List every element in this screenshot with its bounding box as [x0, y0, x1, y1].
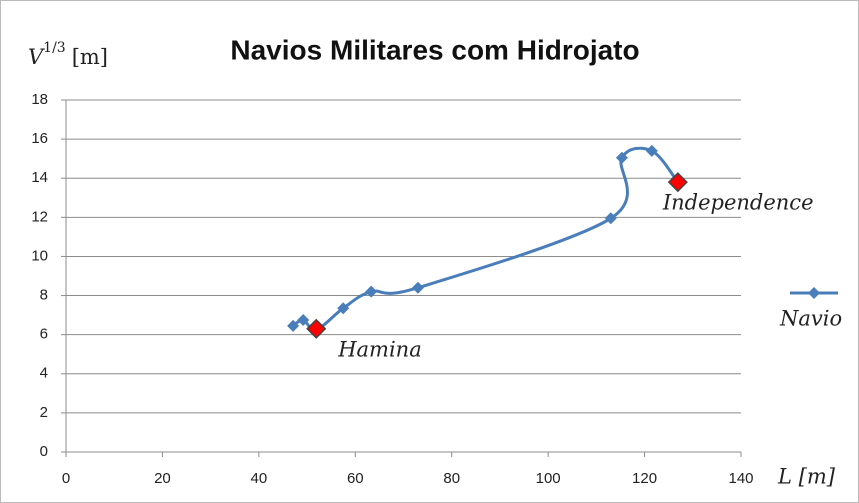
- legend-label: Navio: [779, 307, 842, 331]
- y-tick-label: 12: [31, 208, 48, 225]
- y-tick-label: 16: [31, 130, 48, 147]
- y-tick-label: 6: [40, 326, 48, 343]
- data-point: [365, 285, 378, 298]
- legend-marker: [808, 287, 820, 299]
- y-label-unit: [m]: [72, 45, 108, 69]
- y-tick-label: 8: [40, 287, 48, 304]
- data-point: [604, 212, 617, 225]
- y-tick-label: 18: [31, 91, 48, 108]
- x-tick-label: 60: [347, 470, 364, 487]
- y-tick-label: 0: [40, 443, 48, 460]
- x-tick-label: 40: [251, 470, 268, 487]
- data-point: [411, 281, 424, 294]
- highlight-label: Hamina: [337, 337, 422, 361]
- y-label-base: V: [28, 45, 45, 69]
- y-tick-label: 2: [40, 404, 48, 421]
- y-tick-label: 14: [31, 169, 48, 186]
- chart-title: Navios Militares com Hidrojato: [230, 34, 639, 65]
- x-axis-label: L [m]: [777, 465, 836, 489]
- data-point: [337, 302, 350, 315]
- data-point: [615, 151, 628, 164]
- x-tick-label: 80: [443, 470, 460, 487]
- data-point: [287, 319, 300, 332]
- highlight-label: Independence: [662, 191, 814, 215]
- highlight-point: [667, 172, 688, 193]
- x-tick-label: 20: [154, 470, 171, 487]
- y-tick-label: 4: [40, 365, 48, 382]
- y-label-exponent: 1/3: [43, 40, 66, 56]
- data-point: [297, 314, 310, 326]
- x-tick-label: 120: [632, 470, 657, 487]
- x-tick-label: 140: [728, 470, 753, 487]
- highlight-point: [306, 318, 327, 339]
- x-tick-label: 100: [536, 470, 561, 487]
- y-axis-label: V1/3 [m]: [28, 40, 108, 69]
- y-tick-label: 10: [31, 247, 48, 264]
- data-point: [645, 144, 658, 157]
- x-tick-label: 0: [62, 470, 70, 487]
